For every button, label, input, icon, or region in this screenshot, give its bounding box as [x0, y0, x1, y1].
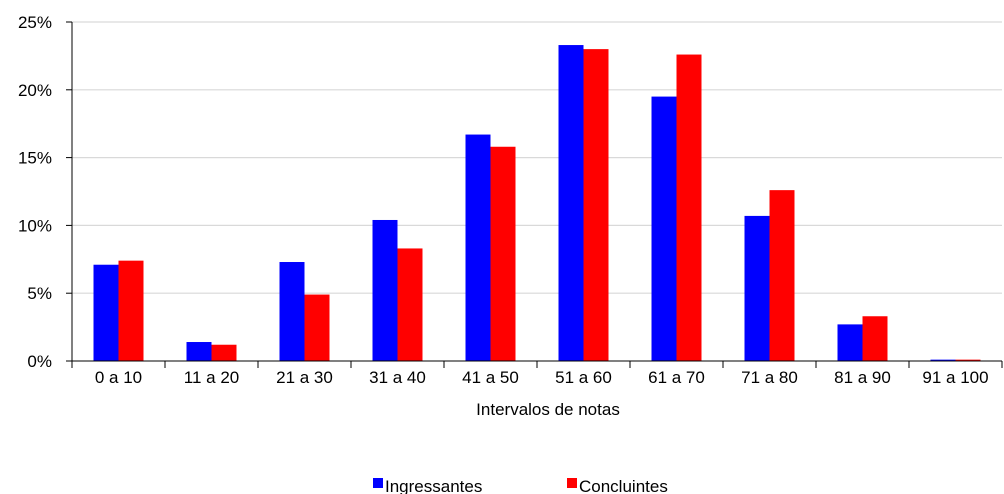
y-tick-label-1: 5%	[27, 284, 52, 303]
bar-concluintes-6	[676, 54, 702, 361]
bar-ingressantes-9	[930, 359, 956, 361]
bar-ingressantes-4	[465, 134, 491, 361]
bar-ingressantes-6	[651, 96, 677, 361]
bar-ingressantes-2	[279, 262, 305, 361]
axes	[66, 21, 1003, 368]
x-tick-labels: 0 a 10 11 a 20 21 a 30 31 a 40 41 a 50 51 a 6…	[95, 368, 989, 387]
bar-ingressantes-3	[372, 219, 398, 361]
x-tick-label-9: 91 a 100	[922, 368, 988, 387]
bar-ingressantes-8	[837, 324, 863, 361]
y-tick-label-3: 15%	[18, 149, 52, 168]
x-tick-label-5: 51 a 60	[555, 368, 612, 387]
x-tick-label-1: 11 a 20	[184, 368, 239, 387]
bar-concluintes-9	[955, 359, 981, 361]
x-tick-label-0: 0 a 10	[95, 368, 142, 387]
x-tick-label-7: 71 a 80	[741, 368, 798, 387]
bar-concluintes-1	[211, 344, 237, 361]
bar-concluintes-2	[304, 294, 330, 361]
gridlines	[72, 21, 1002, 294]
y-tick-label-0: 0%	[27, 352, 52, 371]
y-tick-label-5: 25%	[18, 13, 52, 32]
x-axis-title: Intervalos de notas	[476, 400, 620, 419]
x-tick-label-3: 31 a 40	[369, 368, 426, 387]
legend: Ingressantes Concluintes	[373, 477, 668, 494]
bar-ingressantes-1	[186, 342, 212, 361]
legend-swatch-ingressantes	[373, 478, 383, 488]
bar-concluintes-8	[862, 316, 888, 361]
bar-ingressantes-0	[93, 264, 119, 361]
bar-concluintes-0	[118, 260, 144, 361]
legend-swatch-concluintes	[567, 478, 577, 488]
bar-concluintes-7	[769, 190, 795, 361]
bar-concluintes-3	[397, 248, 423, 361]
y-tick-label-4: 20%	[18, 81, 52, 100]
x-tick-label-4: 41 a 50	[462, 368, 519, 387]
legend-label-concluintes: Concluintes	[579, 477, 668, 494]
x-tick-label-2: 21 a 30	[276, 368, 333, 387]
legend-label-ingressantes: Ingressantes	[385, 477, 482, 494]
bars	[93, 45, 981, 362]
x-tick-label-8: 81 a 90	[834, 368, 891, 387]
bar-ingressantes-7	[744, 215, 770, 361]
bar-concluintes-4	[490, 146, 516, 361]
bar-concluintes-5	[583, 49, 609, 362]
y-tick-label-2: 10%	[18, 216, 52, 235]
y-tick-labels: 0% 5% 10% 15% 20% 25%	[18, 13, 52, 371]
x-tick-label-6: 61 a 70	[648, 368, 705, 387]
bar-ingressantes-5	[558, 45, 584, 361]
